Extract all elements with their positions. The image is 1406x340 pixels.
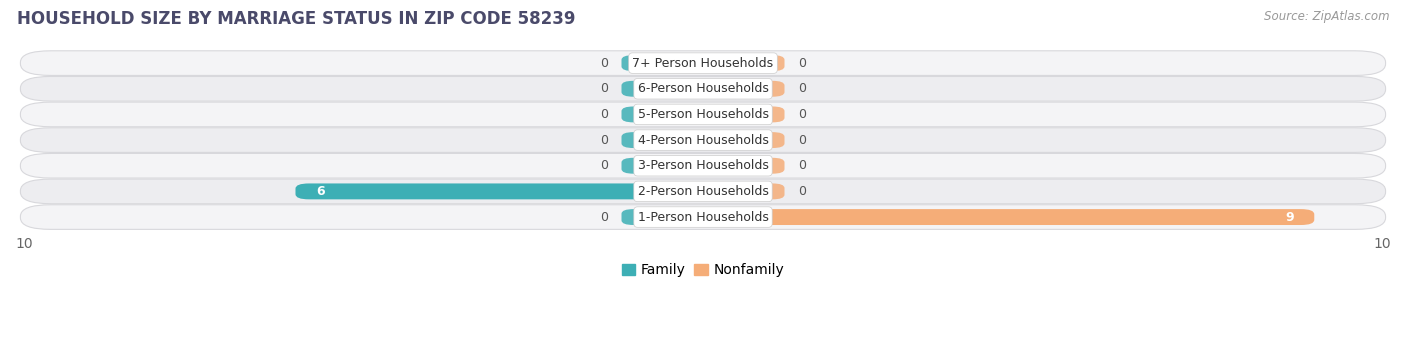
- FancyBboxPatch shape: [621, 81, 703, 97]
- Text: 1-Person Households: 1-Person Households: [637, 210, 769, 224]
- Text: HOUSEHOLD SIZE BY MARRIAGE STATUS IN ZIP CODE 58239: HOUSEHOLD SIZE BY MARRIAGE STATUS IN ZIP…: [17, 10, 575, 28]
- FancyBboxPatch shape: [21, 51, 1385, 75]
- FancyBboxPatch shape: [703, 184, 785, 199]
- FancyBboxPatch shape: [621, 209, 703, 225]
- FancyBboxPatch shape: [21, 205, 1385, 230]
- Text: 0: 0: [600, 134, 607, 147]
- Text: 0: 0: [799, 134, 806, 147]
- FancyBboxPatch shape: [295, 184, 703, 199]
- FancyBboxPatch shape: [21, 102, 1385, 127]
- Text: 0: 0: [799, 185, 806, 198]
- Text: 0: 0: [600, 159, 607, 172]
- FancyBboxPatch shape: [703, 132, 785, 148]
- FancyBboxPatch shape: [703, 209, 1315, 225]
- FancyBboxPatch shape: [703, 55, 785, 71]
- Text: 0: 0: [600, 108, 607, 121]
- Text: 2-Person Households: 2-Person Households: [637, 185, 769, 198]
- FancyBboxPatch shape: [703, 158, 785, 174]
- Text: Source: ZipAtlas.com: Source: ZipAtlas.com: [1264, 10, 1389, 23]
- Text: 5-Person Households: 5-Person Households: [637, 108, 769, 121]
- FancyBboxPatch shape: [21, 179, 1385, 204]
- Text: 4-Person Households: 4-Person Households: [637, 134, 769, 147]
- FancyBboxPatch shape: [621, 132, 703, 148]
- Text: 0: 0: [600, 210, 607, 224]
- Text: 9: 9: [1285, 210, 1294, 224]
- Text: 0: 0: [799, 57, 806, 70]
- FancyBboxPatch shape: [621, 106, 703, 122]
- Text: 0: 0: [600, 57, 607, 70]
- FancyBboxPatch shape: [21, 76, 1385, 101]
- Text: 7+ Person Households: 7+ Person Households: [633, 57, 773, 70]
- FancyBboxPatch shape: [621, 55, 703, 71]
- Text: 0: 0: [799, 82, 806, 95]
- Text: 0: 0: [799, 108, 806, 121]
- Text: 0: 0: [600, 82, 607, 95]
- Text: 3-Person Households: 3-Person Households: [637, 159, 769, 172]
- Text: 0: 0: [799, 159, 806, 172]
- Text: 6-Person Households: 6-Person Households: [637, 82, 769, 95]
- FancyBboxPatch shape: [21, 153, 1385, 178]
- Legend: Family, Nonfamily: Family, Nonfamily: [616, 257, 790, 283]
- FancyBboxPatch shape: [21, 128, 1385, 152]
- Text: 6: 6: [316, 185, 325, 198]
- FancyBboxPatch shape: [703, 106, 785, 122]
- FancyBboxPatch shape: [621, 158, 703, 174]
- FancyBboxPatch shape: [703, 81, 785, 97]
